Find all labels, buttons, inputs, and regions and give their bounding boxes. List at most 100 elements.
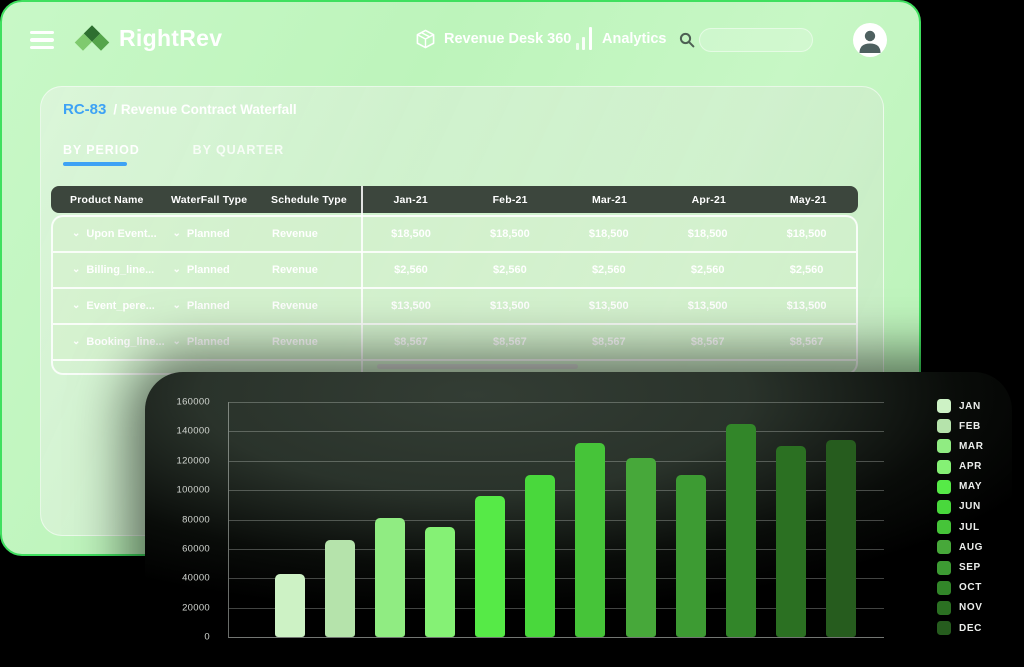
product-name-cell[interactable]: ⌄ Billing_line... — [53, 264, 172, 276]
legend-swatch — [937, 580, 951, 595]
waterfall-type-cell[interactable]: ⌄ Planned — [172, 264, 267, 276]
legend-item-dec[interactable]: DEC — [937, 621, 984, 636]
bar-aug[interactable] — [625, 458, 656, 637]
product-name-text: Event_pere... — [86, 300, 155, 312]
legend-item-may[interactable]: MAY — [937, 479, 984, 494]
legend-item-jul[interactable]: JUL — [937, 520, 984, 535]
column-header-5: Mar-21 — [591, 193, 627, 206]
legend-item-mar[interactable]: MAR — [937, 439, 984, 454]
month-value-cell: $2,560 — [394, 264, 428, 276]
bar-jun[interactable] — [525, 475, 556, 637]
chevron-down-icon[interactable]: ⌄ — [172, 264, 181, 275]
legend-swatch — [937, 540, 951, 555]
tab-by-quarter[interactable]: BY QUARTER — [193, 143, 284, 166]
waterfall-type-cell[interactable]: ⌄ Planned — [172, 228, 267, 240]
bar-jul[interactable] — [575, 443, 606, 637]
gridline — [229, 402, 884, 403]
legend-label: MAR — [959, 440, 984, 452]
column-header-1: WaterFall Type — [171, 193, 248, 206]
y-axis-tick-label: 120000 — [176, 455, 210, 467]
month-value-cell: $8,567 — [690, 336, 725, 348]
rightrev-logo[interactable] — [74, 19, 110, 57]
tab-by-period[interactable]: BY PERIOD — [63, 143, 140, 166]
y-axis-tick-label: 160000 — [176, 396, 210, 408]
legend-label: DEC — [959, 622, 982, 634]
legend-swatch — [937, 399, 951, 413]
chevron-down-icon[interactable]: ⌄ — [72, 300, 81, 311]
product-name-cell[interactable]: ⌄ Upon Event... — [53, 228, 172, 240]
waterfall-type-cell[interactable]: ⌄ Planned — [172, 336, 267, 348]
legend-swatch — [937, 479, 951, 494]
bar-may[interactable] — [475, 496, 506, 637]
bar-mar[interactable] — [375, 518, 406, 637]
y-axis-tick-label: 80000 — [182, 514, 210, 525]
gridline — [229, 548, 884, 550]
chevron-down-icon[interactable]: ⌄ — [72, 228, 81, 239]
column-header-0: Product Name — [70, 193, 144, 206]
rightrev-logo-icon — [74, 25, 110, 51]
y-axis-tick-label: 60000 — [182, 543, 210, 555]
chevron-down-icon[interactable]: ⌄ — [72, 336, 81, 347]
bar-series — [229, 402, 884, 637]
product-name-text: Billing_line... — [86, 264, 155, 276]
month-value-cell: $13,500 — [588, 300, 629, 312]
chevron-down-icon[interactable]: ⌄ — [172, 228, 181, 239]
gridline — [229, 490, 884, 492]
waterfall-type-cell[interactable]: ⌄ Planned — [172, 300, 267, 312]
legend-swatch — [937, 621, 951, 636]
avatar[interactable] — [853, 23, 887, 57]
legend-item-aug[interactable]: AUG — [937, 540, 984, 555]
gridline — [229, 578, 884, 580]
table-scroll-row — [53, 359, 856, 373]
nav-analytics[interactable]: Analytics — [576, 27, 666, 50]
chevron-down-icon[interactable]: ⌄ — [72, 264, 81, 275]
month-value-cell: $8,567 — [493, 336, 527, 348]
legend-item-sep[interactable]: SEP — [937, 560, 984, 575]
bar-dec[interactable] — [825, 440, 856, 637]
bar-oct[interactable] — [725, 424, 756, 637]
legend-item-jun[interactable]: JUN — [937, 499, 984, 514]
legend-item-feb[interactable]: FEB — [937, 419, 984, 434]
table-row[interactable]: ⌄ Billing_line... ⌄ Planned Revenue $2,560 $2,… — [53, 251, 856, 287]
month-value-cell: $8,567 — [394, 336, 428, 348]
legend-item-oct[interactable]: OCT — [937, 580, 984, 595]
bar-sep[interactable] — [675, 475, 706, 637]
table-row[interactable]: ⌄ Event_pere... ⌄ Planned Revenue $13,500 $13,… — [53, 287, 856, 323]
product-name-cell[interactable]: ⌄ Event_pere... — [53, 300, 172, 312]
waterfall-type-text: Planned — [186, 264, 230, 276]
chevron-down-icon[interactable]: ⌄ — [172, 336, 181, 347]
legend-swatch — [937, 600, 951, 615]
legend-label: FEB — [959, 420, 981, 432]
legend-item-apr[interactable]: APR — [937, 459, 984, 474]
bar-feb[interactable] — [325, 540, 356, 637]
legend-label: JAN — [959, 400, 981, 412]
nav-analytics-label: Analytics — [602, 30, 667, 47]
table-row[interactable]: ⌄ Booking_line... ⌄ Planned Revenue $8,567 $8,… — [53, 323, 856, 359]
legend-item-jan[interactable]: JAN — [937, 399, 984, 413]
nav-revenue-desk[interactable]: Revenue Desk 360 — [416, 29, 571, 49]
chevron-down-icon[interactable]: ⌄ — [172, 300, 181, 311]
product-name-cell[interactable]: ⌄ Booking_line... — [53, 336, 172, 348]
legend-swatch — [937, 499, 951, 514]
product-name-text: Booking_line... — [86, 336, 165, 348]
gridline — [229, 607, 884, 609]
search-icon[interactable] — [679, 32, 695, 48]
month-value-cell: $2,560 — [591, 264, 626, 276]
y-axis: 160000 140000 120000 100000 80000 60000 40000 2… — [145, 397, 210, 643]
y-axis-tick-label: 100000 — [176, 484, 210, 496]
bar-apr[interactable] — [425, 527, 456, 637]
bar-nov[interactable] — [775, 446, 806, 637]
column-header-3: Jan-21 — [393, 193, 428, 206]
search-input[interactable] — [699, 28, 813, 52]
horizontal-scrollbar[interactable] — [377, 364, 578, 369]
month-value-cell: $13,500 — [490, 300, 530, 312]
bar-jan[interactable] — [275, 574, 305, 637]
table-row[interactable]: ⌄ Upon Event... ⌄ Planned Revenue $18,500 $18,… — [53, 217, 856, 251]
page-title: / Revenue Contract Waterfall — [113, 102, 297, 117]
menu-button[interactable] — [30, 31, 56, 49]
legend-label: MAY — [959, 481, 983, 493]
legend-item-nov[interactable]: NOV — [937, 600, 984, 615]
chart-legend: JAN FEB MAR APR MAY JUN JUL AUG SEP OCT NOV DEC — [937, 399, 984, 636]
table-body: ⌄ Upon Event... ⌄ Planned Revenue $18,500 $18,… — [51, 215, 858, 375]
breadcrumb-record-id[interactable]: RC-83 — [63, 101, 107, 118]
